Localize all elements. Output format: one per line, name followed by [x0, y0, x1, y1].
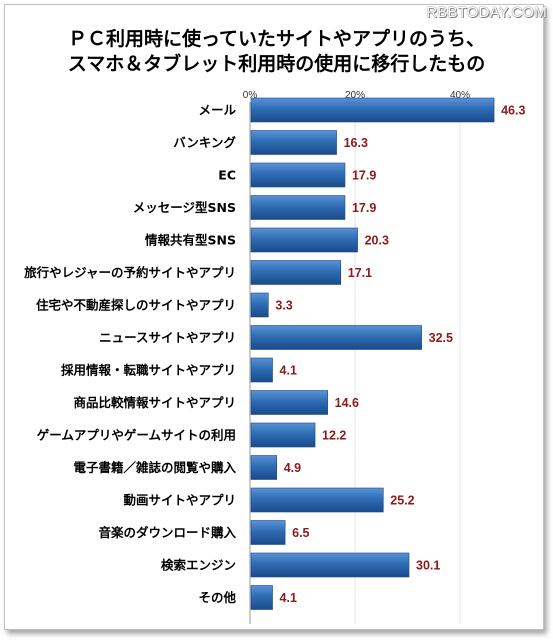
category-label: 情報共有型SNS	[145, 233, 236, 248]
value-label: 17.1	[348, 266, 372, 280]
category-label: 住宅や不動産探しのサイトやアプリ	[36, 298, 236, 313]
category-label: 動画サイトやアプリ	[123, 493, 236, 508]
bar	[250, 520, 286, 545]
value-label: 14.6	[335, 396, 359, 410]
category-label: ニュースサイトやアプリ	[99, 330, 236, 345]
category-label: 商品比較情報サイトやアプリ	[73, 395, 236, 410]
bar	[250, 357, 273, 383]
watermark: RBBTODAY.COM	[426, 4, 547, 21]
category-label: EC	[218, 168, 236, 183]
x-tick-label: 20%	[345, 90, 365, 101]
bar	[250, 260, 342, 285]
category-label: バンキング	[173, 135, 236, 150]
bar	[250, 97, 495, 123]
value-label: 16.3	[344, 136, 368, 150]
category-label: メール	[198, 103, 236, 118]
category-label: 音楽のダウンロード購入	[98, 525, 236, 540]
value-label: 20.3	[365, 234, 389, 248]
category-label: ゲームアプリやゲームサイトの利用	[37, 428, 236, 443]
value-label: 17.9	[352, 169, 376, 183]
bar	[250, 552, 410, 578]
value-label: 4.1	[280, 591, 297, 605]
value-label: 17.9	[352, 201, 376, 215]
bar	[250, 390, 328, 415]
chart-title-line-1: ＰＣ利用時に使っていたサイトやアプリのうち、	[67, 28, 486, 50]
category-label: 旅行やレジャーの予約サイトやアプリ	[23, 265, 236, 280]
value-label: 46.3	[501, 104, 525, 118]
chart-title-line-2: スマホ＆タブレット利用時の使用に移行したもの	[67, 53, 486, 75]
category-label: 採用情報・転職サイトやアプリ	[61, 363, 236, 378]
bar	[250, 227, 358, 253]
category-label: 検索エンジン	[161, 558, 236, 573]
category-label: その他	[198, 590, 236, 605]
bar	[250, 487, 384, 513]
value-label: 30.1	[416, 559, 440, 573]
value-label: 3.3	[275, 299, 292, 313]
value-label: 25.2	[390, 494, 414, 508]
value-label: 6.5	[292, 526, 309, 540]
value-label: 32.5	[429, 331, 453, 345]
value-label: 12.2	[322, 429, 346, 443]
category-label: メッセージ型SNS	[133, 200, 236, 215]
bar	[250, 422, 316, 448]
bar	[250, 325, 422, 350]
bar	[250, 130, 337, 155]
value-label: 4.1	[280, 364, 297, 378]
bar	[250, 195, 346, 220]
bar	[250, 162, 346, 188]
bar	[250, 455, 278, 480]
category-label: 電子書籍／雑誌の閲覧や購入	[73, 460, 236, 475]
value-label: 4.9	[284, 461, 301, 475]
bar	[250, 292, 269, 318]
bar	[250, 585, 273, 610]
x-tick-label: 0%	[243, 90, 258, 101]
x-tick-label: 40%	[450, 90, 470, 101]
